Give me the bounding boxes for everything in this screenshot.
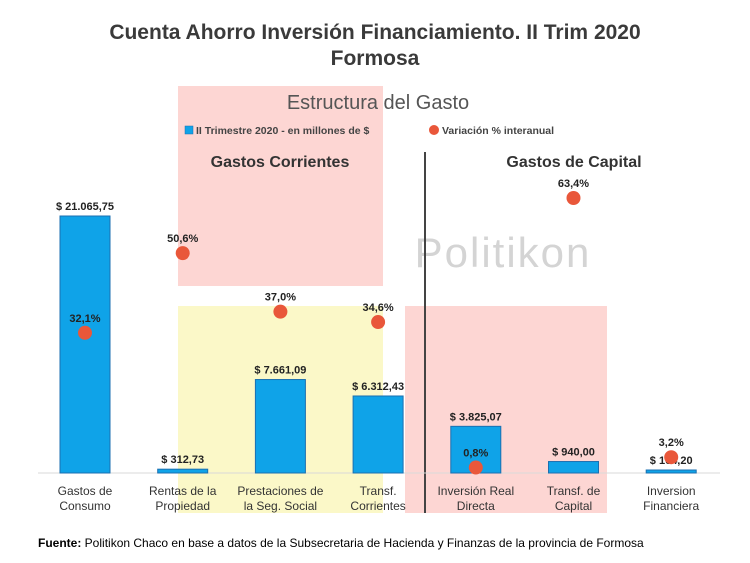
bar-1 bbox=[157, 468, 209, 474]
chart-title-line1: Cuenta Ahorro Inversión Financiamiento. … bbox=[109, 21, 641, 44]
source-label: Fuente: bbox=[38, 536, 82, 550]
x-tick-label-2-0: Prestaciones de bbox=[237, 484, 323, 498]
variation-label-4: 0,8% bbox=[463, 448, 488, 460]
x-tick-label-3-0: Transf. bbox=[360, 484, 397, 498]
x-tick-label-3-1: Corrientes bbox=[350, 499, 405, 513]
x-tick-label-2-1: la Seg. Social bbox=[244, 499, 317, 513]
variation-label-0: 32,1% bbox=[69, 313, 100, 325]
bar-value-label-0: $ 21.065,75 bbox=[56, 201, 114, 213]
variation-label-5: 63,4% bbox=[558, 178, 589, 190]
pink-region-top bbox=[178, 86, 383, 286]
variation-label-3: 34,6% bbox=[362, 302, 393, 314]
bar-5 bbox=[548, 461, 599, 474]
x-tick-label-0-0: Gastos de bbox=[58, 484, 113, 498]
variation-dot-3 bbox=[371, 315, 386, 330]
legend-bar-swatch bbox=[184, 125, 194, 135]
chart-subtitle: Estructura del Gasto bbox=[287, 92, 469, 114]
source-text: Politikon Chaco en base a datos de la Su… bbox=[81, 536, 644, 550]
variation-dot-6 bbox=[664, 450, 679, 465]
dots-layer: 32,1% 50,6% 37,0% 34,6% 0,8% 63,4% 3,2% bbox=[69, 178, 684, 475]
legend-dot-label: Variación % interanual bbox=[442, 125, 554, 137]
bar-value-label-3: $ 6.312,43 bbox=[352, 381, 404, 393]
variation-dot-2 bbox=[273, 304, 288, 319]
source-note: Fuente: Politikon Chaco en base a datos … bbox=[38, 536, 644, 550]
x-tick-label-4-0: Inversión Real bbox=[437, 484, 514, 498]
bar-value-label-1: $ 312,73 bbox=[161, 454, 204, 466]
bar-0 bbox=[59, 215, 111, 474]
bar-value-label-2: $ 7.661,09 bbox=[254, 365, 306, 377]
bar-3 bbox=[352, 395, 404, 474]
variation-label-6: 3,2% bbox=[659, 437, 684, 449]
section-label-capital: Gastos de Capital bbox=[506, 154, 641, 171]
variation-dot-0 bbox=[78, 325, 92, 340]
variation-dot-5 bbox=[566, 191, 581, 205]
x-tick-label-1-1: Propiedad bbox=[155, 499, 210, 513]
bar-value-label-5: $ 940,00 bbox=[552, 447, 595, 459]
x-tick-label-0-1: Consumo bbox=[59, 499, 111, 513]
chart-title: Cuenta Ahorro Inversión Financiamiento. … bbox=[0, 20, 750, 72]
x-tick-label-5-1: Capital bbox=[555, 499, 592, 513]
section-label-corrientes: Gastos Corrientes bbox=[211, 154, 350, 171]
bar-6 bbox=[645, 469, 697, 474]
variation-dot-4 bbox=[468, 460, 483, 475]
bar-2 bbox=[254, 379, 306, 474]
x-tick-label-5-0: Transf. de bbox=[547, 484, 601, 498]
variation-label-1: 50,6% bbox=[167, 233, 198, 245]
bars-layer: $ 21.065,75 $ 312,73 $ 7.661,09 $ 6.312,43 $… bbox=[56, 201, 697, 474]
bar-value-label-4: $ 3.825,07 bbox=[450, 411, 502, 423]
legend-bar-label: II Trimestre 2020 - en millones de $ bbox=[196, 125, 369, 137]
x-tick-label-6-0: Inversion bbox=[647, 484, 696, 498]
variation-dot-1 bbox=[175, 246, 190, 261]
x-tick-label-4-1: Directa bbox=[457, 499, 495, 513]
legend-dot-swatch bbox=[429, 125, 439, 135]
legend: II Trimestre 2020 - en millones de $ Var… bbox=[184, 125, 554, 137]
x-tick-label-6-1: Financiera bbox=[643, 499, 699, 513]
watermark-text: Politikon bbox=[415, 229, 592, 276]
variation-label-2: 37,0% bbox=[265, 292, 296, 304]
x-tick-label-1-0: Rentas de la bbox=[149, 484, 217, 498]
pink-region-capital bbox=[405, 306, 607, 513]
chart-title-line2: Formosa bbox=[330, 47, 420, 70]
